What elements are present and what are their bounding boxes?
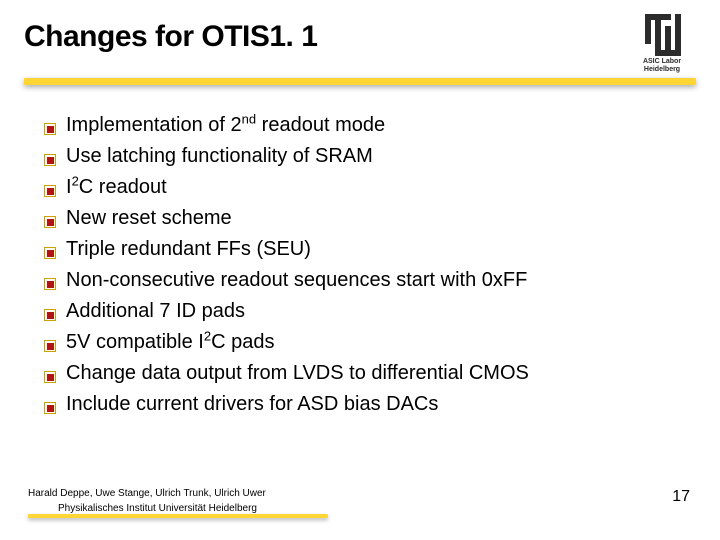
bullet-text-pre: Additional 7 ID pads: [66, 300, 245, 322]
bullet-text: I2C readout: [66, 174, 167, 201]
list-item: New reset scheme: [44, 205, 690, 232]
bullet-text-pre: Change data output from LVDS to differen…: [66, 362, 529, 384]
footer-divider: [28, 514, 328, 518]
bullet-icon: [44, 340, 56, 352]
bullet-icon: [44, 309, 56, 321]
bullet-text-post: C pads: [211, 331, 274, 353]
list-item: Include current drivers for ASD bias DAC…: [44, 391, 690, 418]
list-item: Implementation of 2nd readout mode: [44, 112, 690, 139]
logo: ASIC Labor Heidelberg: [630, 14, 694, 74]
bullet-icon: [44, 371, 56, 383]
page-number: 17: [672, 488, 690, 506]
bullet-text-pre: New reset scheme: [66, 207, 232, 229]
list-item: Non-consecutive readout sequences start …: [44, 267, 690, 294]
logo-text: ASIC Labor Heidelberg: [630, 58, 694, 74]
list-item: I2C readout: [44, 174, 690, 201]
bullet-text-pre: Use latching functionality of SRAM: [66, 145, 373, 167]
bullet-icon: [44, 216, 56, 228]
list-item: Additional 7 ID pads: [44, 298, 690, 325]
bullet-text-pre: Include current drivers for ASD bias DAC…: [66, 393, 438, 415]
bullet-icon: [44, 154, 56, 166]
list-item: 5V compatible I2C pads: [44, 329, 690, 356]
list-item: Use latching functionality of SRAM: [44, 143, 690, 170]
bullet-icon: [44, 247, 56, 259]
slide: Changes for OTIS1. 1 ASIC Labor Heidelbe…: [0, 0, 720, 540]
bullet-icon: [44, 185, 56, 197]
title-area: Changes for OTIS1. 1: [24, 20, 696, 54]
list-item: Triple redundant FFs (SEU): [44, 236, 690, 263]
logo-icon: [641, 14, 683, 56]
footer-institute: Physikalisches Institut Universität Heid…: [58, 503, 328, 514]
bullet-text: 5V compatible I2C pads: [66, 329, 274, 356]
bullet-text: Include current drivers for ASD bias DAC…: [66, 391, 438, 418]
bullet-text-pre: Non-consecutive readout sequences start …: [66, 269, 527, 291]
bullet-text: Use latching functionality of SRAM: [66, 143, 373, 170]
bullet-icon: [44, 123, 56, 135]
bullet-text: Additional 7 ID pads: [66, 298, 245, 325]
bullet-list: Implementation of 2nd readout mode Use la…: [44, 112, 690, 422]
bullet-text-post: C readout: [79, 176, 167, 198]
bullet-text: Change data output from LVDS to differen…: [66, 360, 529, 387]
bullet-text: Implementation of 2nd readout mode: [66, 112, 385, 139]
bullet-text: Non-consecutive readout sequences start …: [66, 267, 527, 294]
bullet-text: New reset scheme: [66, 205, 232, 232]
bullet-icon: [44, 278, 56, 290]
bullet-icon: [44, 402, 56, 414]
bullet-text-sup: 2: [72, 173, 79, 188]
page-title: Changes for OTIS1. 1: [24, 20, 696, 54]
footer: Harald Deppe, Uwe Stange, Ulrich Trunk, …: [28, 488, 328, 514]
bullet-text: Triple redundant FFs (SEU): [66, 236, 311, 263]
bullet-text-sup: 2: [204, 328, 211, 343]
bullet-text-sup: nd: [242, 111, 256, 126]
bullet-text-pre: Implementation of 2: [66, 114, 242, 136]
footer-authors: Harald Deppe, Uwe Stange, Ulrich Trunk, …: [28, 488, 328, 499]
title-divider: [24, 78, 696, 85]
list-item: Change data output from LVDS to differen…: [44, 360, 690, 387]
bullet-text-pre: Triple redundant FFs (SEU): [66, 238, 311, 260]
bullet-text-post: readout mode: [256, 114, 385, 136]
bullet-text-pre: 5V compatible I: [66, 331, 204, 353]
